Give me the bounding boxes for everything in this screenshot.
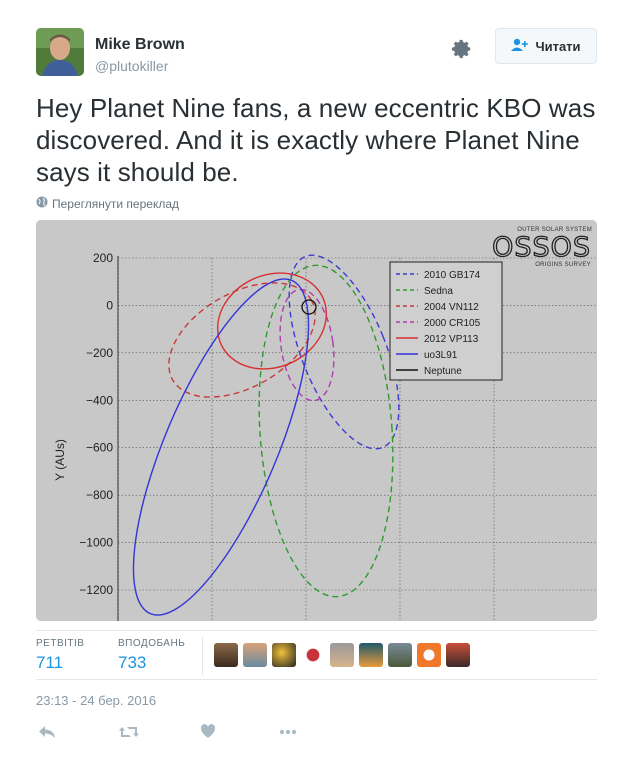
liker-avatar[interactable] — [388, 643, 412, 667]
legend-label: Neptune — [424, 366, 462, 377]
translate-link[interactable]: Переглянути переклад — [36, 196, 179, 211]
y-tick-label: −200 — [86, 346, 113, 360]
likes-stat[interactable]: ВПОДОБАНЬ 733 — [118, 638, 185, 673]
user-name[interactable]: Mike Brown — [95, 36, 185, 53]
globe-icon — [36, 196, 48, 211]
tweet-actions — [36, 724, 336, 744]
follow-icon — [511, 38, 529, 55]
tweet-timestamp[interactable]: 23:13 - 24 бер. 2016 — [36, 693, 157, 708]
likes-count: 733 — [118, 653, 147, 672]
y-tick-label: −800 — [86, 488, 113, 502]
legend-label: 2004 VN112 — [424, 302, 479, 313]
tweet-text: Hey Planet Nine fans, a new eccentric KB… — [36, 93, 596, 187]
y-tick-labels: 200 0 −200 −400 −600 −800 −1000 −1200 — [79, 251, 113, 597]
legend-label: uo3L91 — [424, 350, 458, 361]
user-handle[interactable]: @plutokiller — [95, 58, 169, 74]
like-icon[interactable] — [200, 724, 220, 742]
retweets-count: 711 — [36, 653, 64, 672]
follow-button[interactable]: Читати — [495, 28, 597, 64]
orbit-uo3l91 — [132, 278, 310, 616]
gear-icon[interactable] — [451, 38, 473, 60]
more-icon[interactable] — [278, 724, 298, 742]
orbit-curves — [132, 254, 400, 616]
legend-label: 2010 GB174 — [424, 270, 481, 281]
tweet-header: Mike Brown @plutokiller Читати — [36, 28, 597, 78]
logo-bottom-text: ORIGINS SURVEY — [535, 262, 591, 268]
liker-avatar[interactable] — [301, 643, 325, 667]
y-tick-label: −600 — [86, 441, 113, 455]
orbit-neptune — [301, 299, 317, 315]
retweets-label: РЕТВІТІВ — [36, 638, 85, 649]
liker-avatar[interactable] — [243, 643, 267, 667]
liker-avatar[interactable] — [359, 643, 383, 667]
legend: 2010 GB174 Sedna 2004 VN112 2000 CR105 2012 … — [389, 261, 503, 381]
y-tick-label: 0 — [106, 298, 113, 312]
legend-label: 2000 CR105 — [424, 318, 481, 329]
reply-icon[interactable] — [38, 724, 58, 742]
y-tick-label: −1200 — [79, 583, 113, 597]
y-tick-label: 200 — [93, 251, 113, 265]
liker-avatar[interactable] — [446, 643, 470, 667]
avatar[interactable] — [36, 28, 84, 76]
likes-label: ВПОДОБАНЬ — [118, 638, 186, 649]
legend-label: Sedna — [424, 286, 453, 297]
orbit-sedna — [258, 264, 394, 598]
translate-label: Переглянути переклад — [52, 196, 180, 211]
plot-grid — [117, 256, 597, 621]
liker-avatars — [214, 643, 470, 667]
ossos-logo: OUTER SOLAR SYSTEM OSSOS ORIGINS SURVEY — [491, 227, 592, 268]
retweets-stat[interactable]: РЕТВІТІВ 711 — [36, 638, 84, 673]
liker-avatar[interactable] — [417, 643, 441, 667]
tweet-stats: РЕТВІТІВ 711 ВПОДОБАНЬ 733 — [36, 630, 597, 680]
legend-label: 2012 VP113 — [424, 334, 479, 345]
logo-top-text: OUTER SOLAR SYSTEM — [517, 227, 592, 233]
tweet-image[interactable]: 200 0 −200 −400 −600 −800 −1000 −1200 Y (AUs) O… — [36, 220, 597, 621]
stats-divider — [202, 637, 203, 675]
liker-avatar[interactable] — [272, 643, 296, 667]
y-tick-label: −400 — [86, 393, 113, 407]
y-tick-label: −1000 — [79, 536, 113, 550]
orbit-2000-cr105 — [279, 288, 335, 402]
retweet-icon[interactable] — [118, 724, 139, 742]
liker-avatar[interactable] — [330, 643, 354, 667]
y-axis-label: Y (AUs) — [53, 439, 67, 481]
logo-text: OSSOS — [492, 232, 591, 263]
liker-avatar[interactable] — [214, 643, 238, 667]
orbit-2012-vp113 — [216, 272, 328, 370]
orbit-2010-gb174 — [288, 254, 400, 450]
orbit-plot: 200 0 −200 −400 −600 −800 −1000 −1200 Y (AUs) O… — [36, 220, 597, 621]
follow-label: Читати — [535, 38, 581, 54]
